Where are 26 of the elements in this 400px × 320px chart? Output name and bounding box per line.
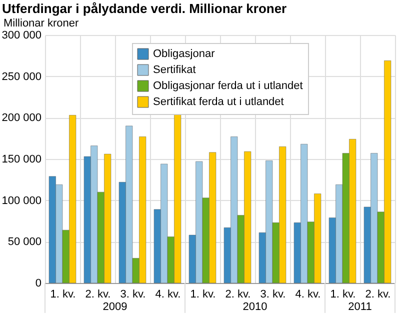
y-axis-title: Millionar kroner — [4, 18, 80, 30]
x-tick-label: 2. kv. — [85, 288, 111, 300]
x-tick-label: 1. kv. — [50, 288, 76, 300]
y-tick-label: 150 000 — [2, 154, 42, 166]
text: 2009 — [102, 301, 128, 313]
chart-title: Utferdingar i pålydande verdi. Millionar kroner — [2, 1, 287, 16]
y-tick-label: 200 000 — [2, 112, 42, 124]
x-tick-label: 1. kv. — [330, 288, 356, 300]
text: 2010 — [242, 301, 268, 313]
x-tick-label: 2. kv. — [225, 288, 251, 300]
x-tick-label: 1. kv. — [190, 288, 216, 300]
text: 2011 — [348, 301, 372, 313]
x-tick-label: 3. kv. — [120, 288, 146, 300]
y-tick-label: 50 000 — [8, 236, 42, 248]
y-tick-label: 250 000 — [2, 70, 42, 83]
legend-label: Sertifikat ferda ut i utlandet — [153, 96, 284, 108]
y-tick-label: 0 — [35, 278, 42, 290]
x-tick-label: 3. kv. — [260, 288, 286, 300]
legend-label: Sertifikat — [153, 64, 196, 76]
y-tick-label: 100 000 — [2, 194, 42, 207]
x-tick-label: 4. kv. — [155, 288, 181, 300]
legend-label: Obligasjonar ferda ut i utlandet — [153, 80, 303, 92]
legend-label: Obligasjonar — [153, 48, 216, 60]
y-tick-label: 300 000 — [2, 30, 42, 42]
x-tick-label: 4. kv. — [295, 288, 321, 300]
x-tick-label: 2. kv. — [365, 288, 391, 300]
